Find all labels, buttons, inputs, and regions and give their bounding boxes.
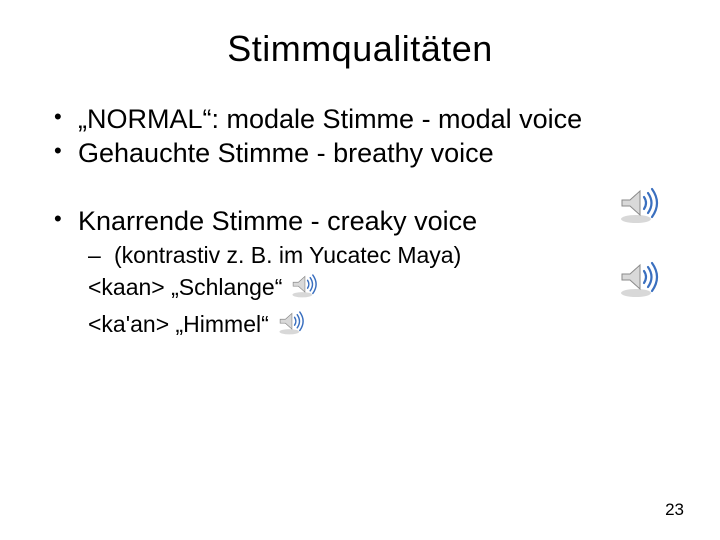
example-kaan-himmel: <ka'an> „Himmel“	[50, 311, 269, 339]
slide-title: Stimmqualitäten	[50, 28, 670, 70]
bullet-normal-voice: „NORMAL“: modale Stimme - modal voice	[50, 104, 670, 136]
speaker-icon[interactable]	[290, 273, 321, 302]
page-number: 23	[665, 500, 684, 520]
speaker-icon[interactable]	[277, 310, 308, 339]
slide: Stimmqualitäten „NORMAL“: modale Stimme …	[0, 0, 720, 540]
bullet-breathy-voice: Gehauchte Stimme - breathy voice	[50, 138, 670, 170]
example-kaan: <kaan> „Schlange“	[50, 274, 282, 302]
bullet-creaky-voice: Knarrende Stimme - creaky voice	[50, 206, 670, 238]
sub-bullet-contrastive: (kontrastiv z. B. im Yucatec Maya)	[50, 242, 670, 270]
